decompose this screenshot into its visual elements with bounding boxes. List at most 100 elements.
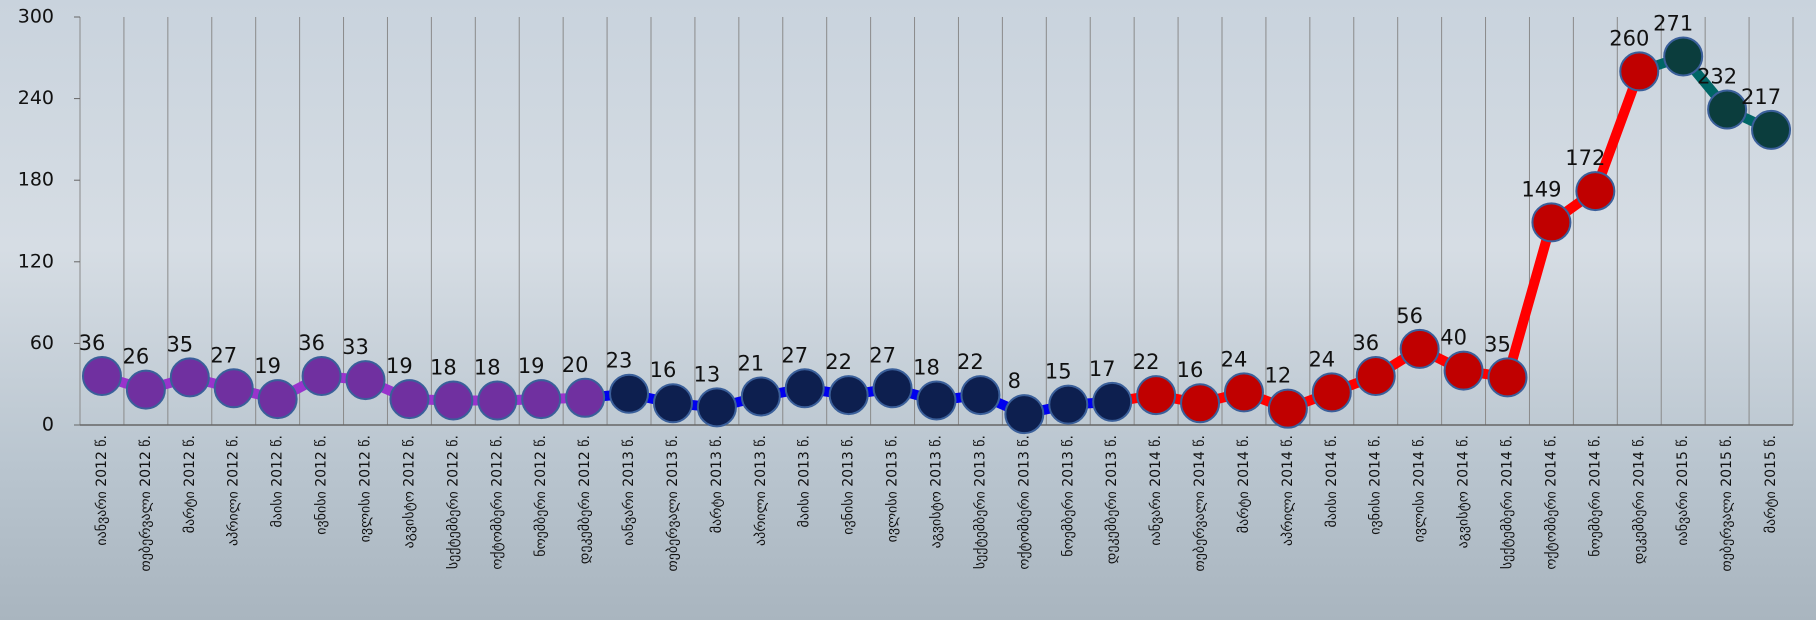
marker — [872, 368, 913, 409]
data-label: 27 — [869, 343, 896, 367]
data-label: 16 — [1177, 358, 1204, 382]
marker — [916, 380, 957, 421]
marker — [1180, 383, 1221, 424]
y-tick-label: 240 — [18, 87, 54, 109]
x-tick-label: ივნისი 2014 წ. — [1368, 435, 1384, 535]
data-label: 27 — [210, 343, 237, 367]
data-label: 35 — [166, 332, 193, 356]
marker — [1751, 109, 1792, 150]
marker — [1443, 350, 1484, 391]
data-label: 26 — [123, 345, 150, 369]
data-label: 22 — [957, 350, 984, 374]
x-tick-label: ოქტომბერი 2014 წ. — [1542, 435, 1559, 570]
data-label: 13 — [694, 362, 721, 386]
x-tick-label: ნოემბერი 2013 წ. — [1059, 435, 1076, 557]
x-tick-label: მაისი 2012 წ. — [270, 435, 286, 527]
data-label: 36 — [1352, 331, 1379, 355]
x-tick-label: ოქტომბერი 2012 წ. — [488, 435, 505, 570]
x-tick-label: სექტემბერი 2013 წ. — [971, 435, 988, 569]
x-tick-label: მარტი 2013 წ. — [708, 435, 725, 533]
data-label: 232 — [1697, 64, 1737, 88]
x-tick-label: სექტემბერი 2012 წ. — [444, 435, 461, 569]
data-label: 22 — [1133, 350, 1160, 374]
marker — [257, 379, 298, 420]
x-tick-label: მარტი 2014 წ. — [1235, 435, 1252, 533]
data-label: 22 — [825, 350, 852, 374]
x-tick-label: თებერვალი 2012 წ. — [137, 435, 154, 571]
data-label: 18 — [913, 356, 940, 380]
data-label: 19 — [254, 354, 281, 378]
marker — [169, 357, 210, 398]
data-label: 23 — [606, 349, 633, 373]
marker — [1707, 89, 1748, 130]
marker — [1399, 328, 1440, 369]
marker — [1136, 375, 1177, 416]
x-tick-label: იანვარი 2014 წ. — [1147, 435, 1164, 546]
data-label: 149 — [1521, 177, 1561, 201]
data-label: 20 — [562, 353, 589, 377]
marker — [1048, 384, 1089, 425]
x-tick-label: იანვარი 2013 წ. — [620, 435, 637, 546]
marker — [565, 377, 606, 418]
marker — [1355, 356, 1396, 397]
data-label: 40 — [1440, 326, 1467, 350]
data-label: 36 — [79, 331, 106, 355]
data-label: 17 — [1089, 357, 1116, 381]
marker — [609, 373, 650, 414]
x-tick-label: დეკემბერი 2014 წ. — [1630, 435, 1647, 564]
x-tick-label: აპრილი 2012 წ. — [225, 435, 242, 546]
marker — [433, 380, 474, 421]
data-label: 35 — [1484, 332, 1511, 356]
x-tick-label: ნოემბერი 2012 წ. — [532, 435, 549, 557]
marker — [477, 380, 518, 421]
marker — [1619, 51, 1660, 92]
marker — [740, 376, 781, 417]
y-tick-label: 120 — [18, 250, 54, 272]
x-tick-label: სექტემბერი 2014 წ. — [1499, 435, 1516, 569]
x-tick-label: დეკემბერი 2012 წ. — [576, 435, 593, 564]
x-tick-label: თებერვალი 2014 წ. — [1191, 435, 1208, 571]
marker — [213, 368, 254, 409]
marker — [301, 356, 342, 397]
x-tick-label: ივლისი 2013 წ. — [885, 435, 901, 542]
data-label: 27 — [781, 343, 808, 367]
x-tick-label: ივლისი 2012 წ. — [358, 435, 374, 542]
x-tick-label: ივლისი 2014 წ. — [1412, 435, 1428, 542]
data-label: 56 — [1396, 304, 1423, 328]
x-tick-label: აგვისტო 2014 წ. — [1456, 435, 1472, 548]
marker — [1092, 381, 1133, 422]
data-label: 36 — [298, 331, 325, 355]
x-tick-label: იანვარი 2015 წ. — [1674, 435, 1691, 546]
data-label: 33 — [342, 335, 369, 359]
x-tick-label: დეკემბერი 2013 წ. — [1103, 435, 1120, 564]
marker — [784, 368, 825, 409]
data-label: 172 — [1565, 146, 1605, 170]
x-tick-label: ნოემბერი 2014 წ. — [1586, 435, 1603, 557]
y-tick-label: 180 — [18, 169, 54, 191]
marker — [960, 375, 1001, 416]
marker — [81, 356, 122, 397]
y-tick-label: 60 — [30, 332, 54, 354]
marker — [1311, 372, 1352, 413]
marker — [696, 387, 737, 428]
data-label: 24 — [1221, 347, 1248, 371]
data-label: 19 — [518, 354, 545, 378]
marker — [1663, 36, 1704, 77]
marker — [1575, 171, 1616, 212]
marker — [125, 369, 166, 410]
marker — [1223, 372, 1264, 413]
marker — [652, 383, 693, 424]
marker — [1487, 357, 1528, 398]
x-tick-label: ივნისი 2012 წ. — [314, 435, 330, 535]
data-label: 24 — [1308, 347, 1335, 371]
data-label: 217 — [1741, 85, 1781, 109]
x-tick-label: მაისი 2013 წ. — [797, 435, 813, 527]
marker — [345, 360, 386, 401]
x-tick-label: ოქტომბერი 2013 წ. — [1015, 435, 1032, 570]
marker — [1004, 394, 1045, 435]
data-label: 15 — [1045, 360, 1072, 384]
marker — [1267, 388, 1308, 429]
x-tick-label: იანვარი 2012 წ. — [93, 435, 110, 546]
